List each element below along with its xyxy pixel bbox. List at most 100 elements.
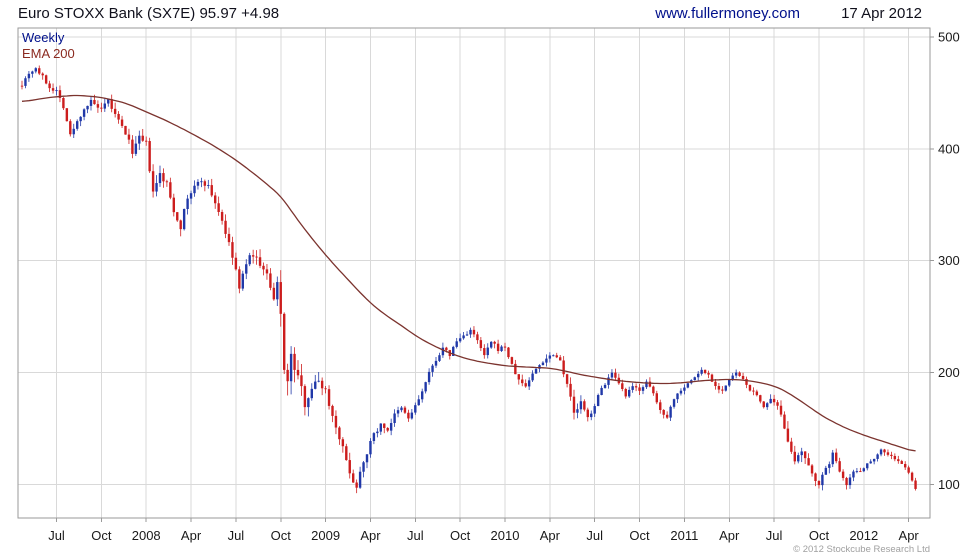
candle-body: [320, 380, 324, 389]
candle-body: [234, 257, 238, 270]
candle-body: [200, 181, 203, 183]
x-tick-label: Apr: [899, 528, 920, 543]
candle-body: [93, 99, 96, 105]
candle-body: [179, 220, 182, 230]
candle-body: [372, 433, 376, 442]
candle-body: [752, 390, 755, 392]
candle-body: [803, 451, 807, 459]
candle-body: [162, 173, 165, 182]
candle-body: [224, 220, 227, 234]
x-tick-label: Apr: [540, 528, 561, 543]
candle-body: [165, 181, 169, 183]
candle-body: [148, 141, 151, 172]
website-label: www.fullermoney.com: [655, 5, 800, 22]
candle-body: [707, 373, 710, 375]
candle-body: [838, 461, 841, 472]
candle-body: [541, 362, 545, 366]
candle-body: [748, 384, 752, 391]
candle-body: [652, 386, 655, 394]
candle-body: [548, 355, 552, 359]
candle-body: [631, 386, 634, 390]
x-tick-label: Jul: [407, 528, 424, 543]
candle-body: [458, 338, 462, 342]
y-axis-labels: 100 200 300 400 500: [938, 29, 960, 491]
candle-body: [483, 348, 486, 356]
y-tick-label: 100: [938, 477, 960, 492]
candle-body: [493, 341, 496, 344]
candle-body: [614, 372, 617, 378]
candle-body: [303, 386, 307, 408]
candle-body: [628, 389, 631, 397]
candle-body: [110, 99, 113, 109]
candle-body: [469, 329, 472, 335]
x-tick-label: 2010: [491, 528, 520, 543]
candle-body: [20, 85, 24, 87]
candle-body: [779, 405, 783, 415]
candle-body: [245, 264, 248, 274]
candle-body: [62, 97, 65, 109]
candle-body: [241, 273, 244, 289]
candle-body: [717, 386, 721, 390]
candle-body: [786, 428, 790, 442]
candle-body: [545, 358, 548, 363]
candle-body: [214, 195, 217, 204]
candle-body: [227, 233, 231, 243]
candle-body: [134, 143, 138, 154]
plot-border: [17, 27, 931, 519]
candle-body: [307, 398, 310, 408]
candle-body: [431, 365, 434, 372]
candle-body: [79, 116, 82, 122]
candle-body: [300, 375, 303, 387]
candle-body: [383, 423, 386, 428]
x-tick-label: Apr: [719, 528, 740, 543]
candle-body: [69, 121, 72, 135]
candle-body: [120, 119, 124, 126]
candle-body: [272, 287, 276, 300]
candle-body: [486, 347, 489, 356]
candle-body: [334, 415, 338, 428]
candle-body: [645, 381, 648, 388]
candle-body: [876, 454, 879, 459]
candle-body: [841, 471, 845, 478]
candle-body: [855, 471, 859, 473]
chart-title: Euro STOXX Bank (SX7E) 95.97 +4.98: [18, 5, 280, 22]
candle-body: [248, 255, 251, 265]
candle-body: [603, 384, 607, 388]
candle-body: [258, 257, 262, 266]
candle-body: [279, 282, 282, 314]
candle-body: [138, 135, 141, 144]
candle-body: [527, 380, 531, 387]
candle-body: [131, 139, 134, 154]
candle-body: [379, 423, 382, 432]
date-label: 17 Apr 2012: [841, 5, 922, 22]
candle-body: [703, 369, 707, 374]
candle-body: [127, 134, 131, 140]
candle-body: [238, 269, 241, 289]
candle-body: [24, 78, 27, 86]
candle-body: [424, 382, 427, 392]
candle-body: [100, 107, 103, 109]
candle-body: [683, 387, 686, 391]
candle-body: [793, 451, 796, 462]
candle-body: [731, 375, 734, 380]
candle-body: [338, 427, 341, 440]
candle-body: [845, 477, 848, 486]
candle-body: [728, 379, 731, 386]
candle-body: [662, 409, 665, 415]
candle-body: [345, 446, 348, 461]
candle-body: [914, 480, 917, 489]
candle-body: [293, 353, 296, 370]
y-tick-label: 500: [938, 29, 960, 44]
candle-body: [317, 380, 320, 382]
candle-body: [151, 171, 155, 192]
candle-body: [296, 369, 300, 376]
candle-body: [759, 395, 762, 402]
candle-body: [572, 396, 576, 413]
candle-body: [410, 412, 414, 419]
copyright-label: © 2012 Stockcube Research Ltd: [793, 544, 930, 555]
candle-body: [141, 135, 144, 141]
candle-body: [421, 391, 424, 400]
candle-body: [158, 173, 162, 184]
